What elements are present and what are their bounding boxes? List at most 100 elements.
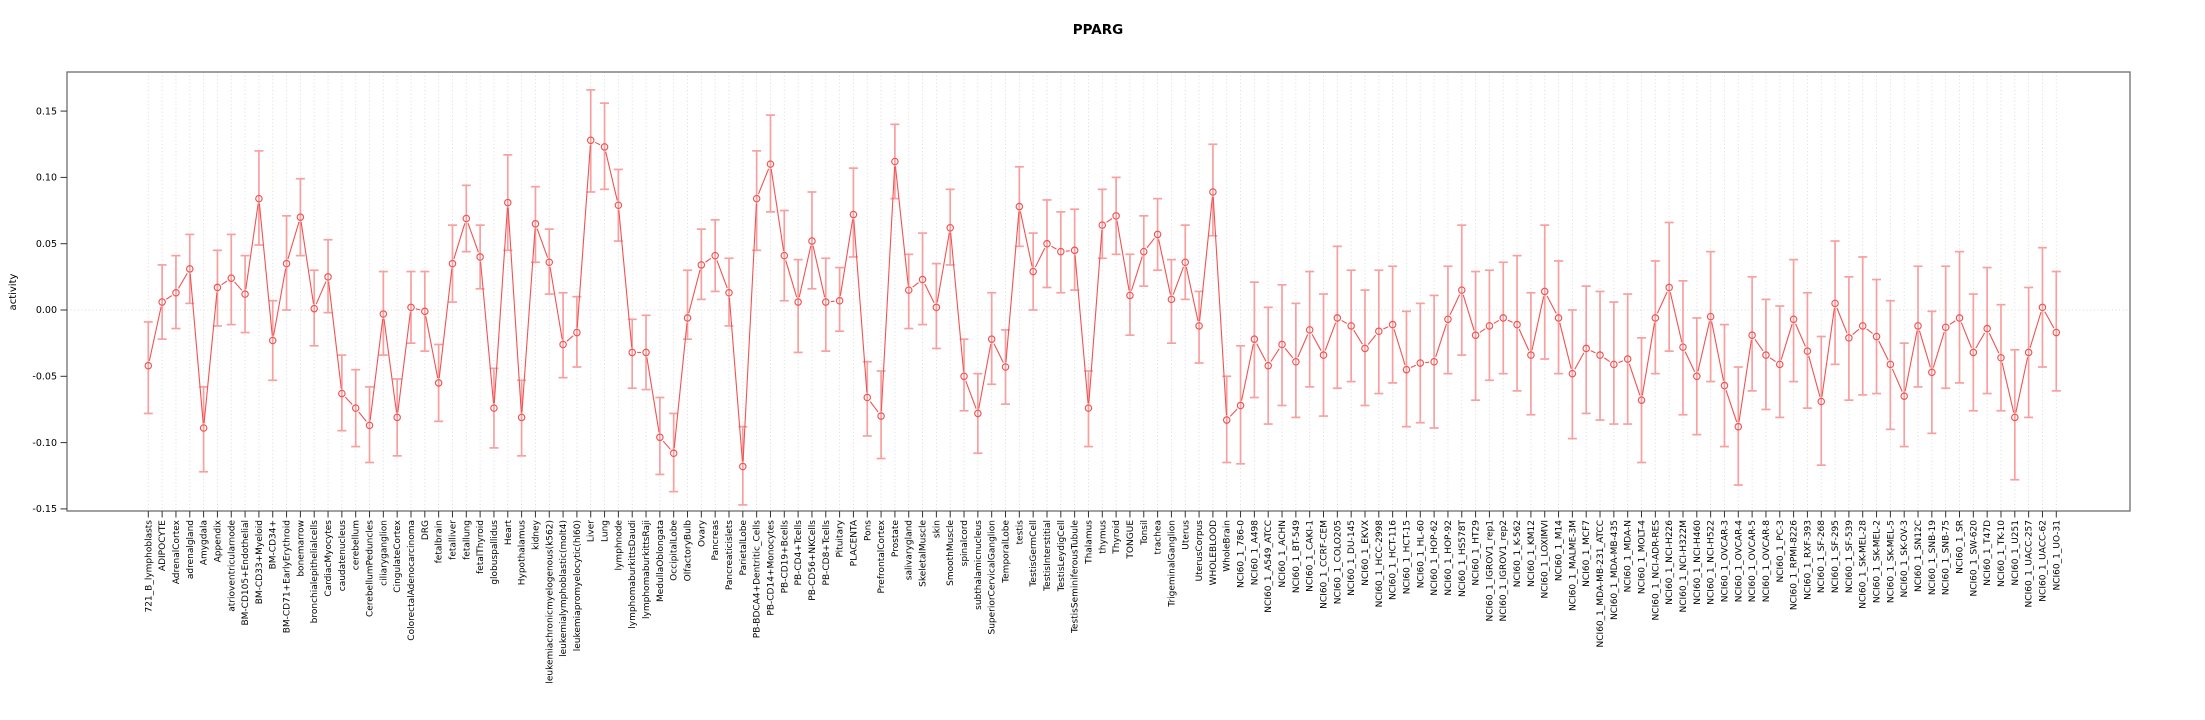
series-segment: [507, 207, 522, 413]
x-tick-label: NCI60_1_RXF-393: [1803, 520, 1813, 600]
data-point: [1250, 335, 1259, 343]
series-segment: [1603, 357, 1611, 363]
data-point: [904, 286, 913, 294]
data-point: [1886, 360, 1895, 369]
error-bar: [655, 396, 665, 476]
x-tick-label: salivarygland: [905, 520, 915, 580]
y-tick-label: -0.15: [32, 504, 57, 515]
data-point: [1969, 348, 1978, 357]
x-tick-label: SkeletalMuscle: [919, 520, 929, 587]
x-tick-label: BM-CD34+: [269, 520, 279, 569]
error-bar: [1844, 276, 1854, 402]
error-bar: [710, 218, 720, 293]
error-bar: [268, 299, 278, 382]
series-segment: [1479, 328, 1486, 333]
data-point: [1706, 312, 1715, 321]
series-segment: [203, 292, 218, 424]
x-tick-label: TestisSeminiferousTubule: [1071, 520, 1081, 634]
data-point: [1693, 372, 1701, 381]
x-tick-label: NCI60_1_OVCAR-5: [1748, 520, 1758, 602]
error-bar: [1927, 310, 1937, 435]
error-bar: [1540, 224, 1550, 360]
series-segment: [425, 316, 439, 379]
x-tick-label: AdrenalCortex: [172, 519, 182, 584]
x-tick-label: NCI60_1_TK-10: [1997, 520, 2007, 587]
data-point: [1665, 283, 1673, 292]
data-point: [1596, 351, 1604, 359]
x-tick-label: leukemialymphoblastic(molt4): [559, 520, 569, 657]
series-segment: [1435, 323, 1447, 358]
data-point: [849, 210, 858, 219]
data-point: [656, 433, 664, 442]
series-segment: [221, 280, 228, 286]
series-segment: [1172, 266, 1185, 295]
data-point: [545, 258, 554, 267]
series-segment: [1656, 291, 1668, 314]
error-bar: [558, 291, 568, 379]
data-point: [1803, 347, 1812, 355]
error-bar: [1664, 221, 1674, 352]
x-tick-label: subthalamicnucleus: [974, 520, 984, 610]
series-segment: [688, 269, 701, 314]
series-segment: [493, 207, 508, 404]
series-segment: [1353, 329, 1363, 345]
series-segment: [595, 141, 601, 146]
error-bar: [1471, 270, 1481, 402]
error-bar: [1789, 258, 1799, 383]
error-bar: [1761, 298, 1771, 411]
series-segment: [1449, 294, 1461, 315]
error-bar: [212, 249, 222, 327]
data-point: [960, 372, 968, 381]
error-bar: [1374, 269, 1384, 395]
data-point: [227, 274, 236, 282]
data-point: [1720, 381, 1729, 390]
x-tick-label: Pituitary: [836, 519, 846, 557]
x-tick-label: fetalliver: [448, 520, 458, 560]
data-point: [1734, 422, 1743, 431]
x-tick-label: ADIPOCYTE: [158, 520, 168, 571]
x-tick-label: NCI60_1_SF-268: [1817, 520, 1827, 593]
data-point: [1001, 363, 1010, 371]
data-point: [780, 251, 789, 260]
data-point: [739, 462, 747, 471]
data-point: [1900, 392, 1908, 400]
x-tick-label: TONGUE: [1126, 520, 1136, 560]
series-segment: [1754, 338, 1764, 352]
error-bar: [1429, 294, 1439, 429]
data-point: [1057, 247, 1065, 256]
series-segment: [1146, 237, 1155, 249]
series-segment: [1546, 295, 1557, 314]
x-tick-label: NCI60_1_T47D: [1983, 520, 1993, 586]
series-segment: [912, 282, 919, 288]
series-segment: [566, 335, 574, 342]
x-tick-label: ParietalLobe: [739, 520, 749, 576]
x-tick-label: Tonsil: [1140, 520, 1150, 546]
series-segment: [705, 257, 712, 263]
series-segment: [728, 297, 743, 462]
x-tick-label: NCI60_1_OVCAR-8: [1762, 520, 1772, 603]
x-tick-label: NCI60_1_CCRF-CEM: [1320, 520, 1330, 609]
series-segment: [1493, 319, 1500, 324]
data-point: [1195, 322, 1203, 330]
error-bar: [199, 386, 209, 473]
series-segment: [1341, 319, 1348, 324]
series-segment: [1852, 328, 1860, 335]
x-tick-label: caudatenucleus: [338, 520, 348, 592]
error-bar: [793, 258, 803, 354]
data-point: [351, 404, 360, 412]
x-tick-label: kidney: [531, 519, 541, 550]
series-segment: [1932, 331, 1945, 368]
series-segment: [1074, 255, 1089, 404]
series-segment: [1574, 352, 1585, 370]
x-tick-label: NCI60_1_NCI-H226: [1665, 520, 1675, 605]
x-tick-label: OlfactoryBulb: [684, 520, 694, 582]
x-tick-label: Pancreaticislets: [725, 520, 735, 590]
series-segment: [1005, 211, 1020, 363]
data-point: [1527, 351, 1535, 359]
series-segment: [716, 260, 728, 289]
error-bar: [987, 291, 997, 386]
error-bar: [351, 368, 361, 448]
error-bar: [1388, 265, 1398, 384]
x-tick-label: PB-CD8+Tcells: [822, 520, 832, 586]
